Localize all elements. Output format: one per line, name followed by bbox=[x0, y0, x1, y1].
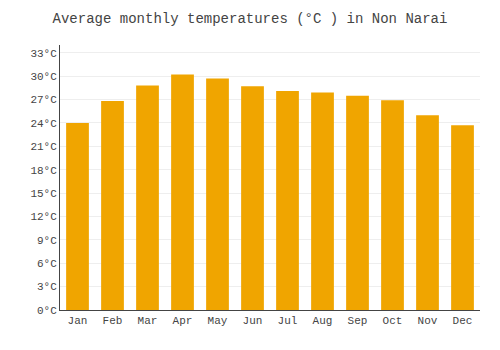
svg-text:9°C: 9°C bbox=[37, 235, 57, 247]
svg-text:Oct: Oct bbox=[383, 315, 403, 327]
svg-text:Jul: Jul bbox=[278, 315, 298, 327]
svg-text:18°C: 18°C bbox=[30, 165, 57, 177]
svg-text:Average monthly temperatures (: Average monthly temperatures (°C ) in No… bbox=[53, 11, 448, 27]
svg-text:27°C: 27°C bbox=[30, 94, 57, 106]
svg-text:Aug: Aug bbox=[313, 315, 333, 327]
svg-text:May: May bbox=[208, 315, 228, 327]
svg-text:0°C: 0°C bbox=[37, 305, 57, 317]
svg-text:Mar: Mar bbox=[138, 315, 158, 327]
svg-text:21°C: 21°C bbox=[30, 141, 57, 153]
svg-text:24°C: 24°C bbox=[30, 118, 57, 130]
svg-text:Jun: Jun bbox=[243, 315, 263, 327]
svg-text:12°C: 12°C bbox=[30, 211, 57, 223]
svg-text:33°C: 33°C bbox=[30, 48, 57, 60]
svg-text:Apr: Apr bbox=[173, 315, 193, 327]
svg-text:6°C: 6°C bbox=[37, 258, 57, 270]
svg-text:Jan: Jan bbox=[68, 315, 88, 327]
svg-text:Dec: Dec bbox=[453, 315, 473, 327]
svg-text:15°C: 15°C bbox=[30, 188, 57, 200]
svg-text:Sep: Sep bbox=[348, 315, 368, 327]
svg-text:Nov: Nov bbox=[418, 315, 438, 327]
svg-text:3°C: 3°C bbox=[37, 281, 57, 293]
svg-text:30°C: 30°C bbox=[30, 71, 57, 83]
svg-text:Feb: Feb bbox=[103, 315, 123, 327]
